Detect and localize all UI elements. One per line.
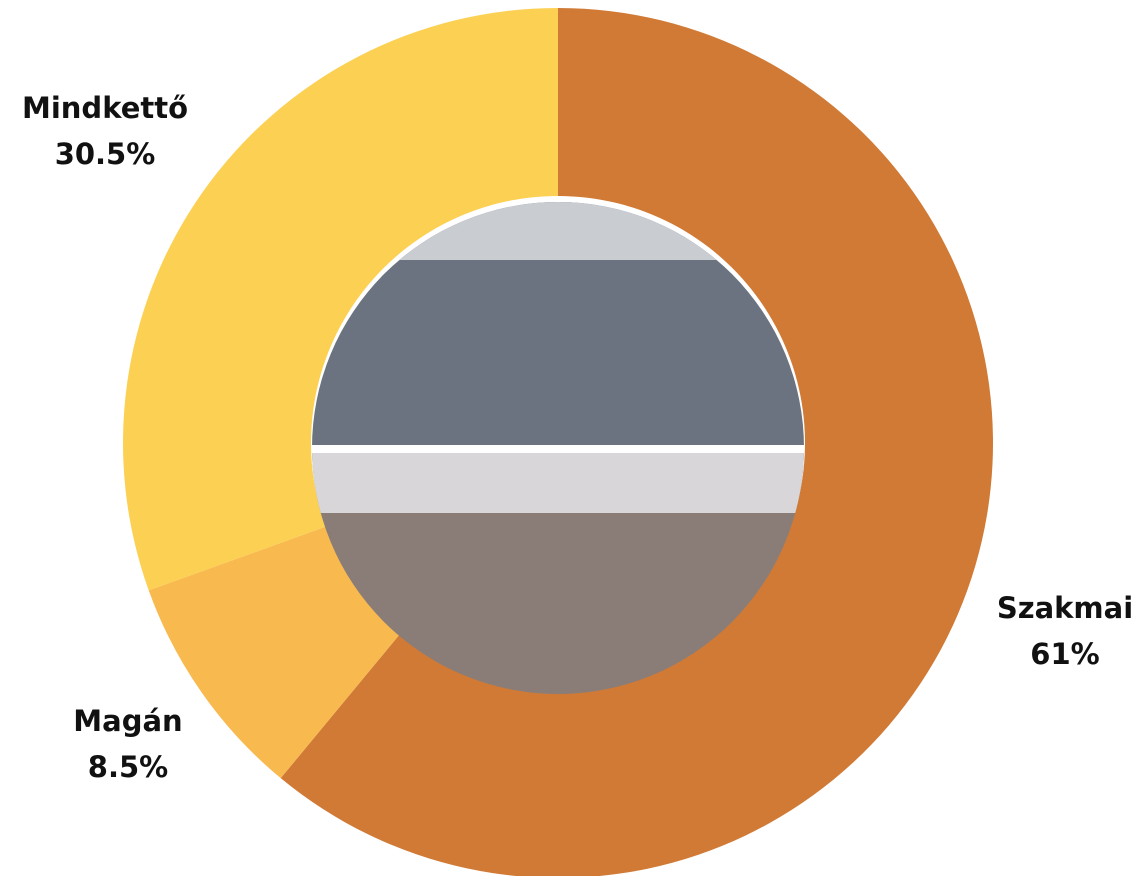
slice-value-label: 8.5%: [88, 750, 168, 784]
center-photo: [312, 202, 804, 694]
slice: [122, 8, 559, 591]
slice: [280, 8, 993, 876]
slice-value-label: 30.5%: [55, 137, 156, 171]
slice-value-label: 61%: [1030, 637, 1099, 671]
slice-label: Magán: [73, 704, 182, 738]
photo-divider: [312, 445, 804, 453]
slice-label: Mindkettő: [22, 91, 188, 125]
slice-label: Szakmai: [997, 591, 1133, 625]
photo-bottom-ceiling: [312, 453, 804, 513]
slice: [148, 526, 401, 779]
